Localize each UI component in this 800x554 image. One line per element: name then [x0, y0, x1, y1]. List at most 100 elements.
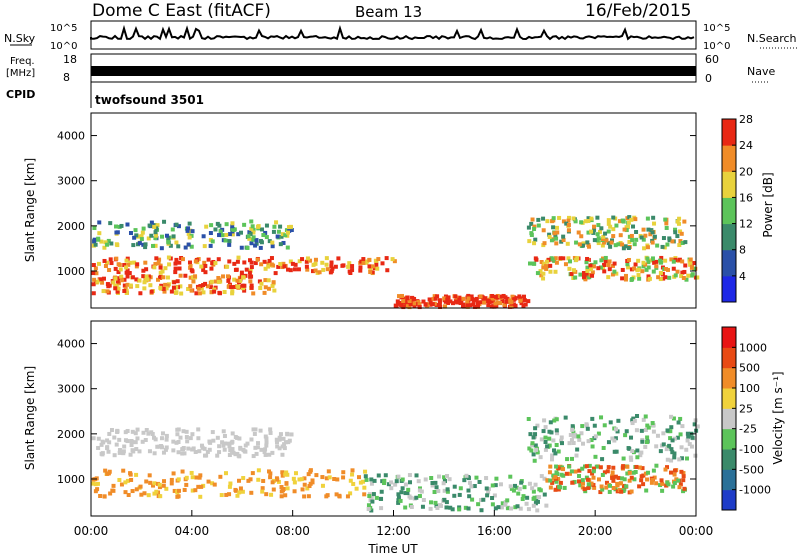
- power-echo-cell: [361, 260, 366, 265]
- power-echo-cell: [367, 264, 372, 269]
- power-echo-cell: [539, 273, 544, 278]
- velocity-echo-cell: [496, 505, 501, 510]
- power-echo-cell: [529, 231, 534, 236]
- power-echo-cell: [479, 300, 484, 305]
- power-echo-cell: [505, 296, 510, 301]
- power-echo-cell: [153, 236, 158, 241]
- velocity-echo-cell: [215, 435, 220, 440]
- velocity-echo-cell: [269, 492, 274, 497]
- power-echo-cell: [172, 280, 177, 285]
- power-echo-cell: [397, 294, 402, 299]
- velocity-echo-cell: [403, 505, 408, 510]
- velocity-echo-cell: [228, 481, 233, 486]
- power-echo-cell: [178, 284, 183, 289]
- velocity-echo-cell: [285, 431, 290, 436]
- power-echo-cell: [108, 221, 113, 226]
- velocity-echo-cell: [437, 503, 442, 508]
- power-echo-cell: [646, 227, 651, 232]
- power-ytick-label: 4000: [57, 130, 85, 143]
- power-echo-cell: [193, 259, 198, 264]
- power-echo-cell: [201, 290, 206, 295]
- power-echo-cell: [626, 245, 631, 250]
- power-echo-cell: [125, 268, 130, 273]
- velocity-echo-cell: [685, 438, 690, 443]
- power-echo-cell: [212, 287, 217, 292]
- power-echo-cell: [613, 243, 618, 248]
- power-echo-cell: [670, 239, 675, 244]
- power-echo-cell: [623, 277, 628, 282]
- velocity-echo-cell: [442, 475, 447, 480]
- power-echo-cell: [646, 260, 651, 265]
- velocity-echo-cell: [174, 440, 179, 445]
- velocity-echo-cell: [580, 466, 585, 471]
- power-echo-cell: [156, 261, 161, 266]
- velocity-echo-cell: [152, 481, 157, 486]
- velocity-echo-cell: [162, 479, 167, 484]
- velocity-echo-cell: [628, 455, 633, 460]
- power-echo-cell: [675, 219, 680, 224]
- velocity-echo-cell: [252, 431, 257, 436]
- velocity-echo-cell: [590, 471, 595, 476]
- velocity-echo-cell: [575, 447, 580, 452]
- velocity-echo-cell: [238, 446, 243, 451]
- velocity-echo-cell: [503, 502, 508, 507]
- power-echo-cell: [208, 243, 213, 248]
- velocity-echo-cell: [490, 496, 495, 501]
- power-echo-cell: [491, 299, 496, 304]
- power-echo-cell: [663, 217, 668, 222]
- velocity-echo-cell: [133, 440, 138, 445]
- velocity-echo-cell: [555, 431, 560, 436]
- velocity-echo-cell: [105, 438, 110, 443]
- power-echo-cell: [251, 291, 256, 296]
- power-echo-cell: [174, 222, 179, 227]
- velocity-echo-cell: [251, 454, 256, 459]
- power-echo-cell: [166, 240, 171, 245]
- power-echo-cell: [248, 258, 253, 263]
- power-echo-cell: [465, 299, 470, 304]
- power-echo-cell: [437, 301, 442, 306]
- power-echo-cell: [144, 267, 149, 272]
- velocity-echo-cell: [570, 424, 575, 429]
- velocity-echo-cell: [625, 471, 630, 476]
- velocity-echo-cell: [109, 428, 114, 433]
- power-echo-cell: [283, 233, 288, 238]
- velocity-echo-cell: [600, 487, 605, 492]
- velocity-echo-cell: [198, 473, 203, 478]
- velocity-echo-cell: [142, 491, 147, 496]
- power-echo-cell: [598, 265, 603, 270]
- noise-tick-high-right: 10^5: [703, 23, 730, 34]
- velocity-echo-cell: [602, 470, 607, 475]
- velocity-echo-cell: [450, 507, 455, 512]
- power-echo-cell: [552, 231, 557, 236]
- velocity-echo-cell: [672, 481, 677, 486]
- power-echo-cell: [154, 256, 159, 261]
- velocity-echo-cell: [299, 477, 304, 482]
- power-echo-cell: [249, 226, 254, 231]
- velocity-echo-cell: [277, 446, 282, 451]
- power-echo-cell: [350, 264, 355, 269]
- power-echo-cell: [603, 255, 608, 260]
- power-echo-cell: [217, 277, 222, 282]
- power-echo-cell: [430, 302, 435, 307]
- velocity-echo-cell: [222, 434, 227, 439]
- power-echo-cell: [622, 227, 627, 232]
- velocity-echo-cell: [215, 453, 220, 458]
- power-echo-cell: [664, 225, 669, 230]
- velocity-echo-cell: [630, 449, 635, 454]
- velocity-echo-cell: [542, 492, 547, 497]
- velocity-echo-cell: [414, 495, 419, 500]
- velocity-echo-cell: [297, 477, 302, 482]
- velocity-echo-cell: [508, 474, 513, 479]
- power-echo-cell: [634, 237, 639, 242]
- velocity-echo-cell: [260, 486, 265, 491]
- velocity-echo-cell: [416, 479, 421, 484]
- power-ytick-label: 1000: [57, 265, 85, 278]
- power-echo-cell: [611, 227, 616, 232]
- power-echo-cell: [667, 275, 672, 280]
- velocity-echo-cell: [200, 445, 205, 450]
- velocity-echo-cell: [661, 431, 666, 436]
- velocity-echo-cell: [135, 427, 140, 432]
- power-echo-cell: [590, 270, 595, 275]
- velocity-echo-cell: [403, 482, 408, 487]
